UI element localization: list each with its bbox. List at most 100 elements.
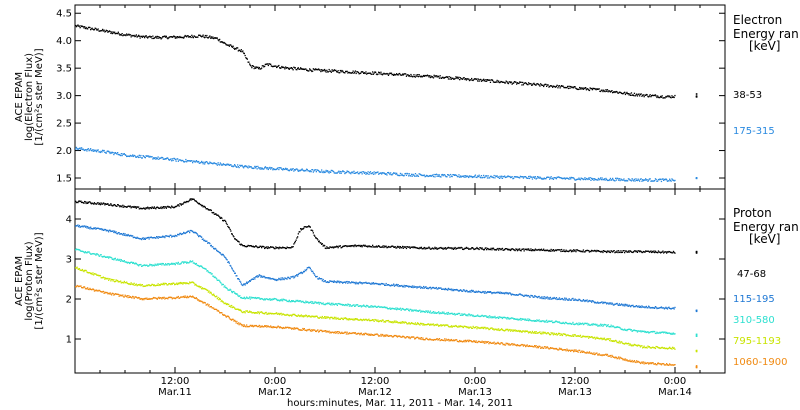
data-point	[603, 178, 606, 180]
data-point	[249, 166, 251, 168]
data-point	[574, 249, 576, 251]
data-point	[435, 312, 438, 314]
data-point	[593, 337, 595, 339]
data-point	[130, 234, 132, 237]
data-point	[110, 280, 112, 282]
data-point	[583, 323, 585, 325]
data-point	[309, 226, 311, 228]
data-point	[479, 176, 481, 178]
data-point	[572, 334, 574, 336]
x-tick-label-time: 0:00	[464, 376, 486, 387]
data-point	[618, 326, 621, 329]
data-point	[223, 163, 225, 166]
data-point	[532, 83, 534, 85]
data-point	[339, 72, 341, 74]
data-point	[130, 282, 132, 284]
data-point	[243, 296, 245, 298]
data-point	[635, 251, 637, 253]
data-point	[88, 251, 90, 253]
data-point	[423, 174, 425, 177]
data-point	[192, 230, 194, 232]
data-point	[75, 24, 77, 27]
data-point	[286, 168, 288, 170]
data-point	[195, 232, 197, 234]
data-point	[109, 204, 111, 206]
data-point	[243, 283, 245, 285]
data-point	[563, 299, 565, 301]
data-point	[564, 297, 566, 299]
data-point	[207, 242, 209, 244]
data-point	[162, 206, 164, 209]
data-point	[215, 296, 217, 298]
data-point	[294, 67, 296, 69]
data-point	[291, 67, 293, 69]
data-point	[168, 235, 170, 237]
data-point	[212, 212, 214, 214]
data-point	[649, 94, 651, 96]
data-point	[146, 237, 148, 239]
data-point	[107, 31, 109, 33]
data-point	[637, 330, 639, 332]
data-point	[584, 177, 586, 179]
data-point	[357, 245, 359, 247]
data-point	[330, 316, 332, 319]
data-point	[90, 253, 93, 255]
data-point	[180, 203, 182, 205]
data-point	[376, 73, 378, 76]
data-point	[605, 89, 607, 91]
data-point	[657, 332, 659, 334]
data-point	[122, 260, 124, 262]
data-point	[572, 321, 574, 324]
data-point	[543, 296, 546, 298]
data-point	[410, 285, 412, 288]
data-point	[145, 237, 147, 239]
data-point	[507, 249, 509, 251]
data-point	[245, 57, 247, 59]
data-point	[531, 320, 533, 322]
data-point	[479, 247, 481, 249]
data-point	[162, 263, 164, 265]
data-point	[457, 312, 459, 315]
data-point	[464, 313, 466, 315]
data-point	[351, 305, 353, 307]
data-point	[621, 342, 624, 344]
data-point	[582, 249, 585, 251]
data-point	[128, 33, 130, 35]
data-point	[155, 208, 157, 210]
data-point	[376, 306, 378, 308]
data-point	[498, 80, 500, 82]
data-point	[589, 250, 591, 252]
data-point	[645, 305, 648, 308]
data-point	[369, 282, 371, 284]
data-point	[324, 303, 326, 306]
data-point	[327, 302, 329, 304]
data-point	[330, 246, 332, 248]
data-point	[384, 245, 386, 247]
data-point	[594, 338, 597, 340]
data-point	[323, 280, 325, 283]
data-point	[198, 265, 200, 267]
data-point	[323, 170, 325, 172]
data-point	[109, 256, 111, 258]
data-point	[309, 315, 311, 317]
data-point	[506, 248, 508, 250]
data-point	[193, 282, 195, 284]
data-point	[552, 249, 555, 251]
data-point	[85, 251, 87, 254]
data-point	[379, 320, 381, 322]
data-point	[590, 88, 592, 90]
data-point	[657, 252, 659, 254]
data-point	[233, 236, 235, 238]
data-point	[420, 75, 423, 77]
data-point	[244, 165, 246, 167]
data-point	[291, 246, 293, 248]
data-point	[379, 246, 381, 248]
data-point	[470, 314, 472, 316]
data-point	[297, 169, 299, 171]
data-point	[270, 63, 272, 65]
data-point	[356, 245, 358, 247]
data-point	[121, 154, 123, 157]
data-point	[147, 155, 149, 157]
data-point	[255, 276, 257, 278]
data-point	[517, 82, 519, 84]
